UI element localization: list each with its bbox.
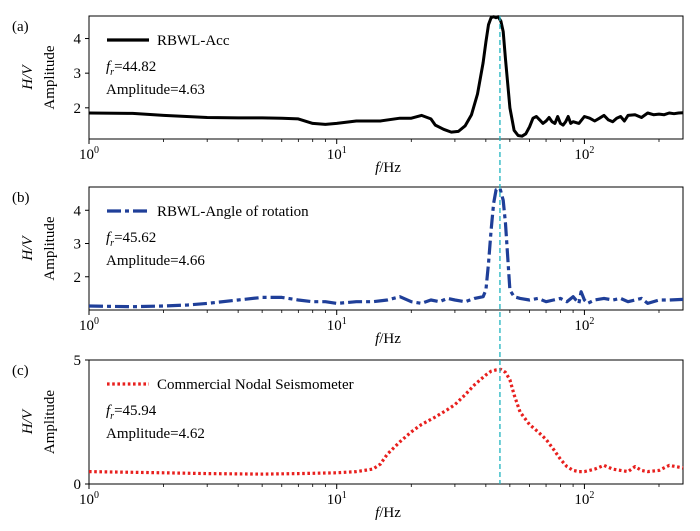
x-axis-label: f/Hz — [375, 505, 401, 521]
x-tick-label: 101 — [327, 490, 347, 508]
panel-label: (a) — [12, 19, 29, 35]
plot-frame — [88, 359, 684, 485]
plot-frame — [88, 186, 684, 311]
amplitude-annotation: Amplitude=4.63 — [106, 82, 205, 98]
y-axis-label-hv: H/V — [20, 408, 36, 435]
x-tick-label: 101 — [327, 145, 347, 163]
amplitude-annotation: Amplitude=4.62 — [106, 426, 205, 442]
chart-panel-c: (c) 0 5 100 101 102 f/Hz H/V Amplitude Commercial… — [12, 353, 684, 521]
y-tick-label: 5 — [74, 353, 82, 369]
panel-label: (b) — [12, 190, 30, 206]
legend-label: RBWL-Angle of rotation — [157, 204, 309, 220]
x-tick-label: 101 — [327, 316, 347, 334]
chart-panel-b: (b) 2 3 4 100 101 102 f/Hz H/V Amplitude RBWL-Angl… — [12, 186, 684, 347]
y-tick-label: 3 — [74, 66, 82, 82]
y-tick-label: 2 — [74, 101, 82, 117]
x-axis-label: f/Hz — [375, 160, 401, 176]
x-tick-label: 102 — [574, 145, 594, 163]
resonance-frequency-annotation: fr=45.62 — [106, 230, 156, 249]
x-axis-label: f/Hz — [375, 331, 401, 347]
plot-frame — [88, 15, 684, 140]
y-axis-label: Amplitude — [42, 390, 58, 455]
y-axis-label-hv: H/V — [20, 235, 36, 262]
x-tick-label: 102 — [574, 316, 594, 334]
resonance-frequency-annotation: fr=44.82 — [106, 59, 156, 78]
y-axis-label: Amplitude — [42, 216, 58, 281]
panel-label: (c) — [12, 363, 29, 379]
x-tick-label: 100 — [79, 490, 99, 508]
y-axis-label: Amplitude — [42, 45, 58, 110]
series-line-rbwl-angle-of-rotation — [88, 186, 684, 309]
amplitude-annotation: Amplitude=4.66 — [106, 253, 205, 269]
y-tick-label: 4 — [74, 32, 82, 48]
y-axis-label-hv: H/V — [20, 64, 36, 91]
y-tick-label: 2 — [74, 270, 82, 286]
legend-label: RBWL-Acc — [157, 33, 230, 49]
x-tick-label: 102 — [574, 490, 594, 508]
y-tick-label: 4 — [74, 203, 82, 219]
series-line-rbwl-acc — [88, 15, 684, 138]
x-tick-label: 100 — [79, 145, 99, 163]
resonance-frequency-annotation: fr=45.94 — [106, 403, 157, 422]
y-tick-label: 0 — [74, 477, 82, 493]
y-tick-label: 3 — [74, 237, 82, 253]
legend-label: Commercial Nodal Seismometer — [157, 377, 354, 393]
series-line-commercial-nodal-seismometer — [88, 367, 684, 476]
x-tick-label: 100 — [79, 316, 99, 334]
chart-panel-a: (a) 2 3 4 100 101 102 f/Hz H/V Amplitude RBWL-Accf… — [12, 15, 684, 176]
